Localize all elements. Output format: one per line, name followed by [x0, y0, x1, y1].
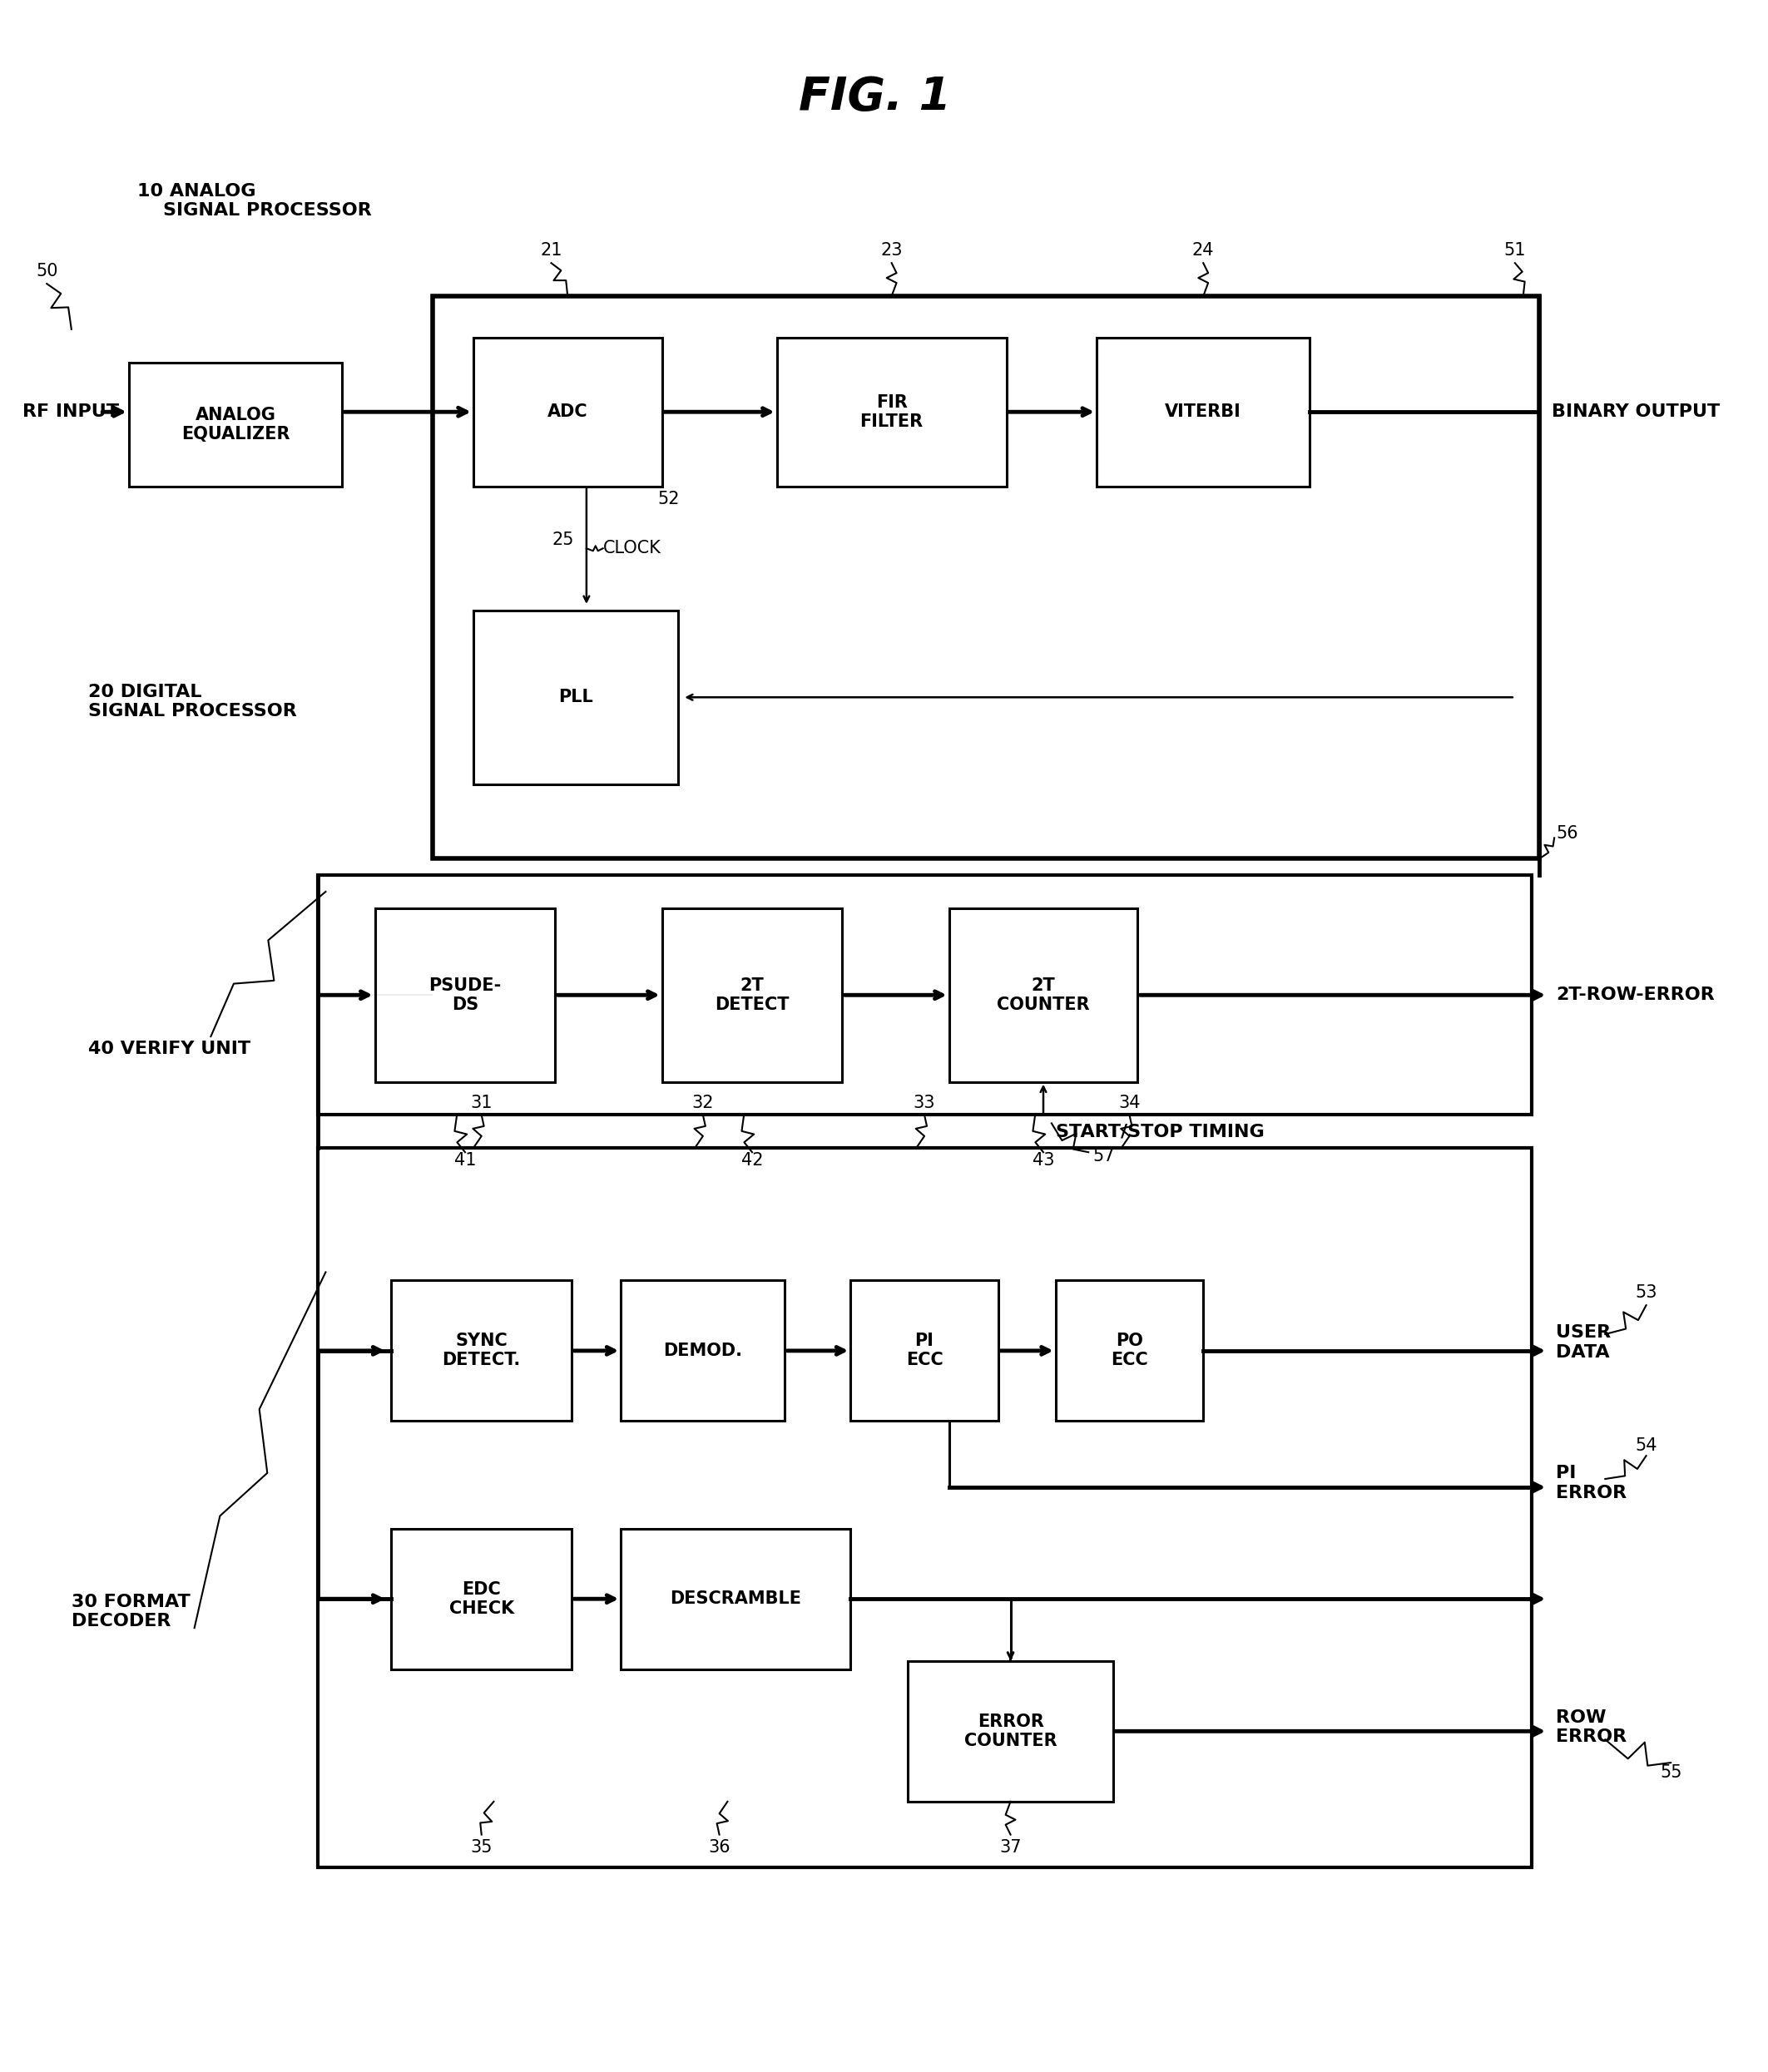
Text: FIR
FILTER: FIR FILTER [859, 394, 923, 429]
FancyBboxPatch shape [474, 611, 679, 783]
FancyBboxPatch shape [909, 1662, 1114, 1801]
Text: EDC
CHECK: EDC CHECK [449, 1581, 514, 1616]
Text: 54: 54 [1635, 1438, 1657, 1455]
FancyBboxPatch shape [391, 1529, 571, 1670]
Text: PI
ERROR: PI ERROR [1556, 1465, 1627, 1500]
FancyBboxPatch shape [129, 363, 341, 487]
Text: 24: 24 [1192, 242, 1215, 259]
FancyBboxPatch shape [391, 1280, 571, 1421]
Text: 57: 57 [1093, 1148, 1114, 1164]
Text: 2T
DETECT: 2T DETECT [714, 978, 789, 1013]
Text: 30 FORMAT
DECODER: 30 FORMAT DECODER [71, 1593, 191, 1629]
Text: 56: 56 [1556, 825, 1579, 841]
Text: PO
ECC: PO ECC [1110, 1332, 1147, 1370]
Text: DEMOD.: DEMOD. [663, 1343, 743, 1359]
Text: 50: 50 [35, 263, 58, 280]
Text: BINARY OUTPUT: BINARY OUTPUT [1552, 404, 1720, 421]
FancyBboxPatch shape [949, 908, 1137, 1082]
Text: ADC: ADC [548, 404, 587, 421]
Text: 40 VERIFY UNIT: 40 VERIFY UNIT [88, 1040, 249, 1057]
Text: 33: 33 [914, 1094, 935, 1111]
Text: 37: 37 [999, 1838, 1022, 1854]
Text: START/STOP TIMING: START/STOP TIMING [1055, 1123, 1264, 1140]
Text: 51: 51 [1505, 242, 1526, 259]
Text: 10 ANALOG
    SIGNAL PROCESSOR: 10 ANALOG SIGNAL PROCESSOR [136, 182, 371, 220]
FancyBboxPatch shape [661, 908, 842, 1082]
Text: 25: 25 [552, 533, 575, 549]
Text: 2T
COUNTER: 2T COUNTER [997, 978, 1089, 1013]
FancyBboxPatch shape [621, 1280, 785, 1421]
Text: 21: 21 [541, 242, 562, 259]
Text: PLL: PLL [559, 690, 594, 707]
Text: 32: 32 [691, 1094, 714, 1111]
FancyBboxPatch shape [1096, 338, 1310, 487]
Text: 2T-ROW-ERROR: 2T-ROW-ERROR [1556, 986, 1715, 1003]
Text: PSUDE-
DS: PSUDE- DS [430, 978, 502, 1013]
Text: DESCRAMBLE: DESCRAMBLE [670, 1591, 801, 1608]
FancyBboxPatch shape [474, 338, 661, 487]
FancyBboxPatch shape [433, 296, 1540, 858]
Text: ERROR
COUNTER: ERROR COUNTER [964, 1714, 1057, 1749]
Text: 35: 35 [470, 1838, 493, 1854]
Text: 20 DIGITAL
SIGNAL PROCESSOR: 20 DIGITAL SIGNAL PROCESSOR [88, 684, 297, 719]
FancyBboxPatch shape [621, 1529, 850, 1670]
Text: FIG. 1: FIG. 1 [799, 75, 951, 120]
Text: 41: 41 [454, 1152, 476, 1169]
Text: RF INPUT: RF INPUT [23, 404, 118, 421]
Text: 43: 43 [1033, 1152, 1054, 1169]
FancyBboxPatch shape [1055, 1280, 1204, 1421]
FancyBboxPatch shape [318, 1148, 1531, 1867]
FancyBboxPatch shape [318, 874, 1531, 1115]
Text: 55: 55 [1660, 1763, 1681, 1782]
FancyBboxPatch shape [850, 1280, 999, 1421]
Text: ANALOG
EQUALIZER: ANALOG EQUALIZER [180, 406, 290, 441]
Text: ROW
ERROR: ROW ERROR [1556, 1709, 1627, 1745]
Text: 52: 52 [658, 491, 681, 508]
Text: SYNC
DETECT.: SYNC DETECT. [442, 1332, 522, 1370]
Text: VITERBI: VITERBI [1165, 404, 1241, 421]
Text: 42: 42 [741, 1152, 764, 1169]
Text: 53: 53 [1635, 1285, 1657, 1301]
Text: PI
ECC: PI ECC [905, 1332, 942, 1370]
Text: USER
DATA: USER DATA [1556, 1324, 1611, 1361]
Text: 34: 34 [1119, 1094, 1140, 1111]
Text: 23: 23 [880, 242, 903, 259]
FancyBboxPatch shape [776, 338, 1006, 487]
Text: CLOCK: CLOCK [603, 541, 661, 557]
Text: 31: 31 [470, 1094, 493, 1111]
Text: 36: 36 [709, 1838, 730, 1854]
FancyBboxPatch shape [375, 908, 555, 1082]
